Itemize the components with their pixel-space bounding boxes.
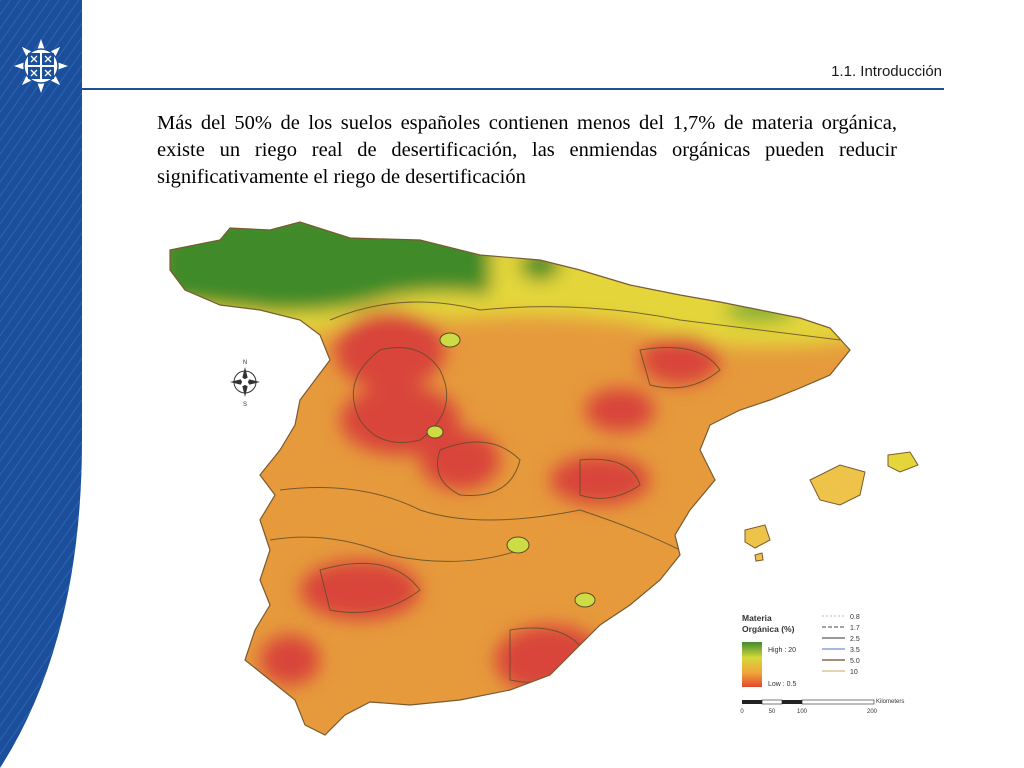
compass-s-label: S	[243, 402, 247, 408]
side-band	[0, 0, 82, 768]
legend-title-line1: Materia	[742, 613, 772, 623]
legend-low-label: Low : 0.5	[768, 681, 797, 688]
legend-contour-0: 0.8	[850, 614, 860, 621]
legend-contour-key: 0.8 1.7 2.5 3.5 5.0 10	[822, 614, 860, 676]
header-rule	[82, 88, 944, 90]
compass-n-label: N	[243, 360, 247, 366]
soil-organic-matter-map: N S Materia Orgánica (%) High : 20 Low :…	[169, 221, 919, 736]
scale-unit-label: Kilometers	[876, 699, 904, 705]
legend-contour-5: 10	[850, 669, 858, 676]
balearic-islands	[744, 451, 919, 562]
scale-tick-3: 200	[867, 709, 878, 715]
scale-tick-0: 0	[740, 709, 744, 715]
scale-tick-2: 100	[797, 709, 808, 715]
compass-rose-icon: N S	[230, 360, 260, 408]
coastline	[169, 221, 851, 736]
legend-color-ramp	[742, 642, 762, 687]
body-paragraph: Más del 50% de los suelos españoles cont…	[157, 112, 897, 188]
legend-title-line2: Orgánica (%)	[742, 624, 795, 634]
scale-tick-1: 50	[769, 709, 776, 715]
legend-contour-4: 5.0	[850, 658, 860, 665]
peninsula	[170, 222, 850, 735]
legend-contour-1: 1.7	[850, 625, 860, 632]
legend-high-label: High : 20	[768, 647, 796, 654]
map-legend: Materia Orgánica (%) High : 20 Low : 0.5…	[740, 613, 904, 715]
legend-contour-2: 2.5	[850, 636, 860, 643]
legend-contour-3: 3.5	[850, 647, 860, 654]
university-logo	[14, 39, 68, 93]
scale-bar: Kilometers 0 50 100 200	[740, 699, 904, 715]
section-title: 1.1. Introducción	[831, 63, 942, 80]
